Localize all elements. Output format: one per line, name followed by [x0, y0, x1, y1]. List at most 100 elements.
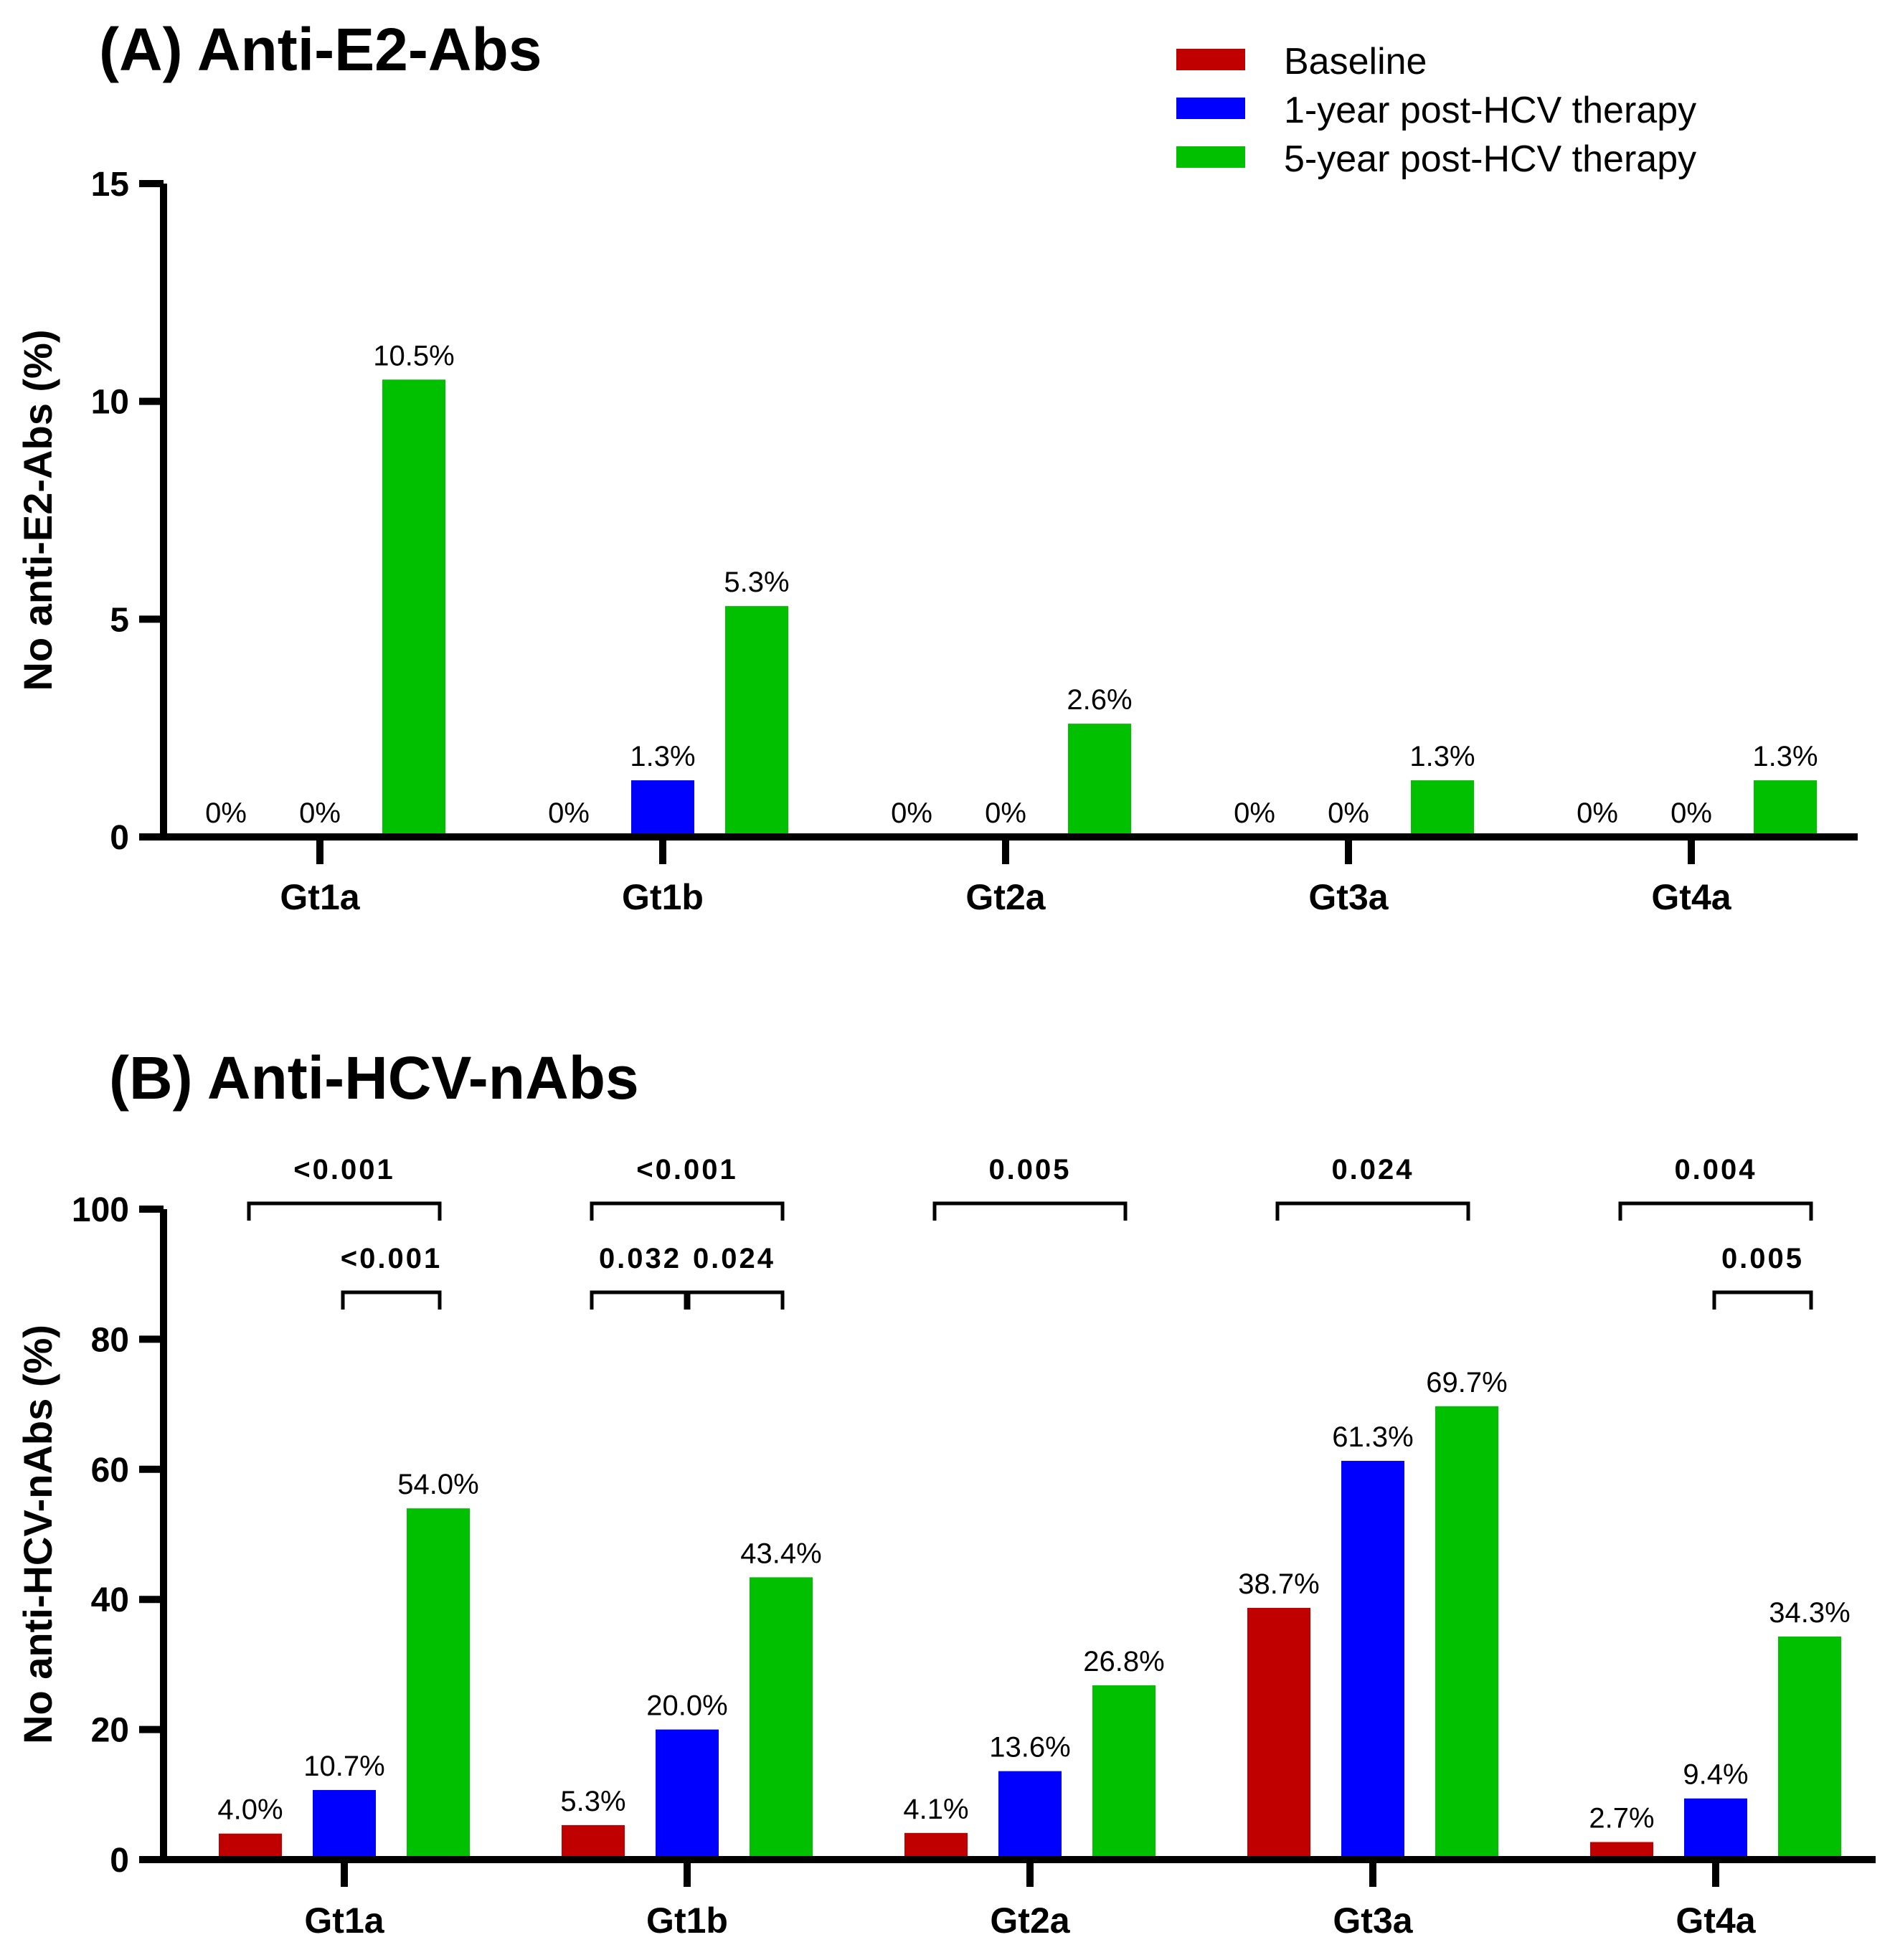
significance-bracket-8	[1618, 1201, 1813, 1221]
y-tick-label-b-20: 20	[91, 1712, 129, 1750]
data-label-a-gt1a-s3: 10.5%	[373, 340, 454, 371]
x-tick-label-b-gt2a: Gt2a	[990, 1900, 1070, 1941]
significance-bracket-7	[1275, 1201, 1470, 1221]
bar-b-gt3a-s2	[1341, 1461, 1404, 1860]
y-tick-label-a-15: 15	[91, 166, 129, 204]
data-label-a-gt4a-s2: 0%	[1670, 797, 1712, 829]
chart-title-b: (B) Anti-HCV-nAbs	[109, 1044, 639, 1112]
significance-bracket-2	[341, 1290, 442, 1310]
legend-swatch-1	[1176, 49, 1245, 70]
legend-label-3: 5-year post-HCV therapy	[1284, 138, 1696, 180]
chart-panel-a: (A) Anti-E2-Abs No anti-E2-Abs (%) 0% 0% 0% 0…	[15, 16, 1858, 917]
bar-a-gt4a-s3	[1754, 780, 1817, 837]
data-label-b-gt3a-s2: 61.3%	[1332, 1421, 1413, 1453]
significance-bracket-9	[1712, 1290, 1813, 1310]
x-tick-label-b-gt4a: Gt4a	[1676, 1900, 1756, 1941]
bar-a-gt2a-s3	[1068, 724, 1131, 837]
p-value-label-6: 0.005	[988, 1154, 1071, 1185]
bar-a-gt1a-s3	[382, 379, 445, 837]
p-value-label-9: 0.005	[1721, 1243, 1804, 1274]
y-tick-label-a-10: 10	[91, 384, 129, 422]
y-axis-title-a: No anti-E2-Abs (%)	[15, 330, 60, 691]
data-label-b-gt1b-s1: 5.3%	[560, 1786, 625, 1817]
data-label-a-gt1b-s2: 1.3%	[630, 741, 695, 772]
p-value-label-3: <0.001	[636, 1154, 737, 1185]
bar-b-gt2a-s2	[998, 1771, 1062, 1860]
data-label-b-gt1b-s3: 43.4%	[740, 1538, 821, 1569]
data-label-b-gt1b-s2: 20.0%	[646, 1690, 727, 1722]
x-tick-label-b-gt1b: Gt1b	[646, 1900, 728, 1941]
data-label-b-gt1a-s3: 54.0%	[397, 1469, 478, 1500]
bar-b-gt1b-s2	[656, 1729, 719, 1860]
y-tick-label-b-100: 100	[72, 1191, 129, 1229]
bar-b-gt2a-s1	[904, 1832, 968, 1860]
p-value-label-5: 0.024	[693, 1243, 775, 1274]
bar-b-gt1b-s3	[750, 1577, 813, 1860]
bar-b-gt4a-s3	[1778, 1636, 1841, 1860]
y-axis-title-b: No anti-HCV-nAbs (%)	[15, 1325, 60, 1744]
significance-bracket-6	[932, 1201, 1128, 1221]
legend-label-1: Baseline	[1284, 41, 1427, 82]
legend: Baseline 1-year post-HCV therapy 5-year po…	[1176, 41, 1696, 180]
bar-a-gt1b-s3	[725, 606, 788, 837]
data-label-b-gt1a-s2: 10.7%	[303, 1751, 384, 1782]
data-label-b-gt1a-s1: 4.0%	[217, 1794, 283, 1826]
data-label-a-gt2a-s1: 0%	[891, 797, 932, 829]
data-label-a-gt1a-s2: 0%	[299, 797, 341, 829]
bar-b-gt1a-s2	[313, 1789, 376, 1860]
y-tick-label-b-40: 40	[91, 1581, 129, 1619]
p-value-label-8: 0.004	[1674, 1154, 1757, 1185]
p-value-label-1: <0.001	[293, 1154, 394, 1185]
y-tick-label-b-60: 60	[91, 1452, 129, 1490]
data-label-a-gt1b-s3: 5.3%	[724, 567, 789, 598]
bar-b-gt3a-s3	[1435, 1406, 1498, 1860]
data-label-a-gt1b-s1: 0%	[548, 797, 590, 829]
significance-bracket-3	[590, 1201, 785, 1221]
x-tick-label-a-gt4a: Gt4a	[1651, 877, 1731, 917]
chart-panel-b: (B) Anti-HCV-nAbs No anti-HCV-nAbs (%) 4.0…	[15, 1044, 1876, 1941]
chart-title-a: (A) Anti-E2-Abs	[99, 16, 542, 83]
bar-b-gt4a-s2	[1684, 1798, 1747, 1860]
data-label-a-gt3a-s1: 0%	[1234, 797, 1275, 829]
data-label-a-gt2a-s3: 2.6%	[1067, 684, 1132, 716]
data-label-b-gt3a-s3: 69.7%	[1426, 1367, 1507, 1398]
x-tick-label-a-gt1a: Gt1a	[280, 877, 360, 917]
significance-bracket-5	[684, 1290, 785, 1310]
data-label-b-gt4a-s2: 9.4%	[1683, 1759, 1748, 1791]
x-tick-label-a-gt3a: Gt3a	[1308, 877, 1389, 917]
bar-a-gt3a-s3	[1411, 780, 1474, 837]
bar-b-gt1a-s3	[407, 1508, 470, 1860]
p-value-label-4: 0.032	[599, 1243, 681, 1274]
data-label-a-gt1a-s1: 0%	[205, 797, 247, 829]
data-label-b-gt4a-s1: 2.7%	[1589, 1803, 1654, 1834]
y-tick-label-b-0: 0	[110, 1842, 129, 1880]
p-value-label-2: <0.001	[341, 1243, 442, 1274]
data-label-a-gt3a-s2: 0%	[1328, 797, 1369, 829]
x-tick-label-a-gt1b: Gt1b	[622, 877, 704, 917]
data-label-a-gt2a-s2: 0%	[985, 797, 1026, 829]
y-tick-label-b-80: 80	[91, 1321, 129, 1359]
data-label-b-gt4a-s3: 34.3%	[1769, 1597, 1850, 1629]
bar-a-gt1b-s2	[631, 780, 694, 837]
bar-b-gt3a-s1	[1247, 1607, 1310, 1860]
x-tick-label-b-gt1a: Gt1a	[304, 1900, 384, 1941]
data-label-b-gt2a-s3: 26.8%	[1083, 1646, 1164, 1677]
data-label-b-gt3a-s1: 38.7%	[1238, 1568, 1319, 1600]
bar-b-gt2a-s3	[1092, 1685, 1156, 1860]
significance-bracket-4	[590, 1290, 691, 1310]
legend-swatch-3	[1176, 146, 1245, 168]
y-tick-label-a-5: 5	[110, 601, 129, 639]
p-value-label-7: 0.024	[1331, 1154, 1414, 1185]
data-label-a-gt4a-s1: 0%	[1577, 797, 1618, 829]
x-tick-label-b-gt3a: Gt3a	[1333, 1900, 1413, 1941]
bar-b-gt1a-s1	[219, 1833, 282, 1860]
significance-bracket-1	[247, 1201, 442, 1221]
x-tick-label-a-gt2a: Gt2a	[965, 877, 1046, 917]
legend-swatch-2	[1176, 98, 1245, 119]
data-label-a-gt4a-s3: 1.3%	[1752, 741, 1818, 772]
data-label-a-gt3a-s3: 1.3%	[1409, 741, 1475, 772]
legend-label-2: 1-year post-HCV therapy	[1284, 90, 1696, 131]
y-tick-label-a-0: 0	[110, 819, 129, 857]
data-label-b-gt2a-s2: 13.6%	[989, 1732, 1070, 1763]
